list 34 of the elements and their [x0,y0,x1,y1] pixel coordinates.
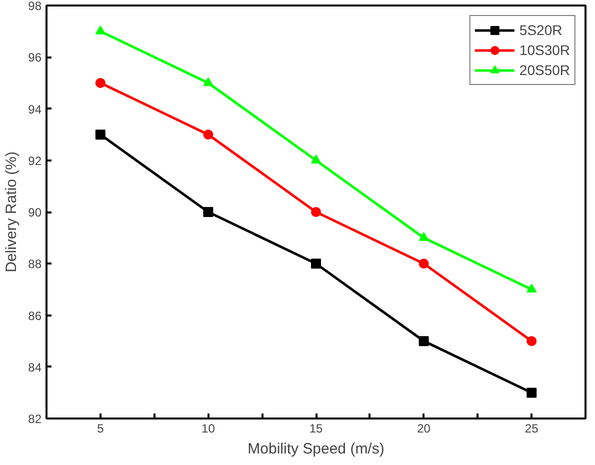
point [526,388,537,398]
point [95,78,106,88]
x-tick-label: 10 [202,422,216,436]
y-tick-label: 82 [28,412,42,426]
point [418,232,429,241]
x-tick-label: 20 [417,422,431,436]
y-tick-label: 90 [28,206,42,220]
y-tick-label: 92 [28,154,42,168]
point [418,258,429,269]
x-axis-title: Mobility Speed (m/s) [248,440,384,458]
point [526,284,537,293]
legend-label: 5S20R [519,22,562,38]
x-tick-label: 25 [524,422,539,436]
point [311,258,321,269]
y-tick-label: 96 [28,50,42,65]
legend-label: 10S30R [519,42,570,58]
x-tick-label: 15 [309,422,323,436]
legend-label: 20S50R [519,62,570,78]
point [203,207,214,217]
x-tick-label: 5 [97,422,104,436]
point [203,130,214,140]
point [95,130,106,140]
point [311,154,321,164]
y-tick-label: 94 [28,102,42,116]
y-tick-label: 84 [28,360,42,374]
point [418,336,429,346]
point [526,336,537,346]
y-tick-label: 86 [28,308,42,323]
y-tick-label: 98 [28,0,42,13]
point [203,77,214,86]
y-axis-title: Delivery Ratio (%) [3,152,20,272]
point [95,26,106,34]
y-tick-label: 88 [28,257,42,272]
point [311,207,321,217]
